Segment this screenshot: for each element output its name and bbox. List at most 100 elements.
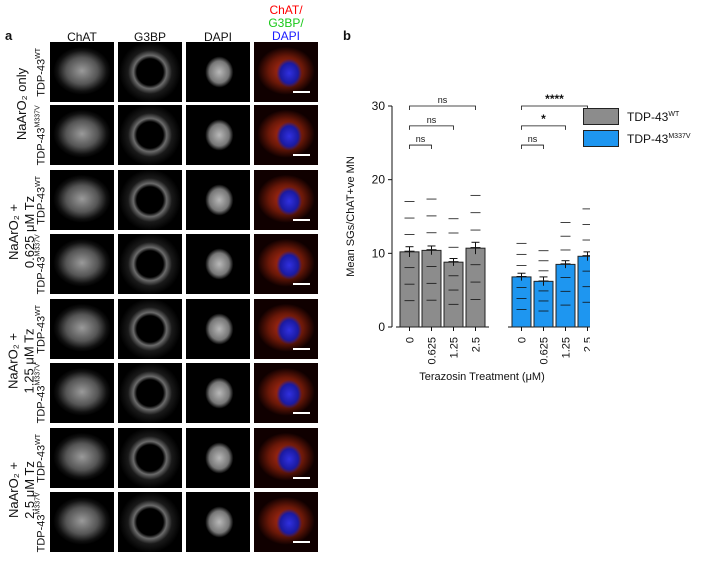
micrograph-merge-row-6 — [254, 363, 318, 423]
legend-swatch-wt — [583, 108, 619, 125]
micrograph-merge-row-4 — [254, 234, 318, 294]
micrograph-g3bp-row-4 — [118, 234, 182, 294]
micrograph-chat-row-1 — [50, 42, 114, 102]
significance-label: **** — [545, 92, 564, 106]
scale-bar — [293, 219, 310, 221]
x-tick-label: 0.625 — [539, 337, 551, 365]
x-axis-label: Terazosin Treatment (μM) — [419, 371, 545, 383]
micrograph-chat-row-5 — [50, 299, 114, 359]
panel-a-letter: a — [5, 28, 13, 43]
scale-bar — [293, 348, 310, 350]
micrograph-merge-row-7 — [254, 428, 318, 488]
genotype-label-row-7: TDP-43WT — [34, 433, 48, 483]
bar — [511, 276, 532, 328]
column-header-merge: ChAT/ G3BP/ DAPI — [256, 4, 316, 43]
genotype-label-row-6: TDP-43M337V — [34, 362, 48, 424]
micrograph-merge-row-5 — [254, 299, 318, 359]
micrograph-dapi-row-5 — [186, 299, 250, 359]
micrograph-dapi-row-8 — [186, 492, 250, 552]
condition-line-1: NaArO₂ only — [14, 67, 29, 141]
significance-bracket — [409, 125, 454, 130]
bar — [443, 261, 464, 328]
x-tick-label: 2.5 — [583, 337, 591, 352]
legend-item-wt: TDP-43WT — [583, 108, 679, 125]
micrograph-dapi-row-1 — [186, 42, 250, 102]
y-axis-label: Mean SGs/ChAT+ve MN — [345, 156, 357, 277]
y-tick-label: 30 — [372, 99, 386, 113]
condition-line-1: NaArO₂ + — [6, 204, 21, 260]
condition-line-1: NaArO₂ + — [6, 333, 21, 389]
merge-label-dapi: DAPI — [271, 29, 300, 43]
micrograph-merge-row-8 — [254, 492, 318, 552]
legend-item-m337v: TDP-43M337V — [583, 130, 691, 147]
micrograph-dapi-row-3 — [186, 170, 250, 230]
x-tick-label: 0.625 — [427, 337, 439, 365]
micrograph-merge-row-2 — [254, 105, 318, 165]
x-tick-label: 0 — [405, 337, 417, 343]
micrograph-chat-row-6 — [50, 363, 114, 423]
scale-bar — [293, 91, 310, 93]
x-tick-label: 1.25 — [561, 337, 573, 358]
micrograph-g3bp-row-2 — [118, 105, 182, 165]
significance-label: ns — [416, 134, 426, 144]
column-header-dapi: DAPI — [203, 30, 232, 44]
legend-label-wt: TDP-43WT — [627, 109, 680, 124]
micrograph-g3bp-row-5 — [118, 299, 182, 359]
micrograph-dapi-row-6 — [186, 363, 250, 423]
bar — [533, 280, 554, 328]
micrograph-chat-row-3 — [50, 170, 114, 230]
genotype-label-row-5: TDP-43WT — [34, 304, 48, 354]
scale-bar — [293, 412, 310, 414]
bar — [465, 247, 486, 328]
y-tick-label: 0 — [378, 320, 385, 334]
x-tick-label: 1.25 — [449, 337, 461, 358]
significance-label: ns — [438, 95, 448, 105]
genotype-label-row-2: TDP-43M337V — [34, 104, 48, 166]
column-header-g3bp: G3BP — [133, 30, 166, 44]
micrograph-g3bp-row-3 — [118, 170, 182, 230]
scale-bar — [293, 154, 310, 156]
genotype-label-row-3: TDP-43WT — [34, 175, 48, 225]
bar — [577, 255, 590, 328]
micrograph-chat-row-2 — [50, 105, 114, 165]
micrograph-g3bp-row-6 — [118, 363, 182, 423]
bar — [399, 251, 420, 328]
bar — [421, 249, 442, 328]
significance-label: ns — [528, 134, 538, 144]
significance-label: * — [541, 112, 546, 126]
x-tick-label: 0 — [517, 337, 529, 343]
micrograph-chat-row-7 — [50, 428, 114, 488]
micrograph-chat-row-4 — [50, 234, 114, 294]
column-header-chat: ChAT — [67, 30, 97, 44]
panel-b-letter: b — [343, 28, 351, 43]
genotype-label-row-1: TDP-43WT — [34, 47, 48, 97]
micrograph-dapi-row-2 — [186, 105, 250, 165]
micrograph-dapi-row-7 — [186, 428, 250, 488]
micrograph-merge-row-1 — [254, 42, 318, 102]
merge-label-chat: ChAT/ — [269, 3, 303, 17]
genotype-label-row-4: TDP-43M337V — [34, 233, 48, 295]
micrograph-g3bp-row-8 — [118, 492, 182, 552]
condition-line-1: NaArO₂ + — [6, 462, 22, 518]
scale-bar — [293, 477, 310, 479]
micrograph-chat-row-8 — [50, 492, 114, 552]
x-tick-label: 2.5 — [471, 337, 483, 352]
y-tick-label: 20 — [372, 173, 386, 187]
significance-bracket — [521, 144, 544, 150]
legend-swatch-m337v — [583, 130, 619, 147]
micrograph-g3bp-row-1 — [118, 42, 182, 102]
significance-bracket — [521, 105, 588, 110]
legend-label-m337v: TDP-43M337V — [627, 131, 691, 146]
genotype-label-row-8: TDP-43M337V — [34, 491, 48, 553]
micrograph-merge-row-3 — [254, 170, 318, 230]
bar-chart: 0 10 20 30 Mean SGs/ChAT+ve MN 0 0.625 1.25 2.5 0… — [345, 92, 591, 383]
y-tick-label: 10 — [372, 246, 386, 260]
scale-bar — [293, 283, 310, 285]
significance-label: ns — [427, 115, 437, 125]
significance-bracket — [521, 125, 566, 130]
scale-bar — [293, 541, 310, 543]
bar — [555, 263, 576, 328]
significance-bracket — [409, 144, 432, 150]
micrograph-dapi-row-4 — [186, 234, 250, 294]
significance-bracket — [409, 105, 476, 110]
